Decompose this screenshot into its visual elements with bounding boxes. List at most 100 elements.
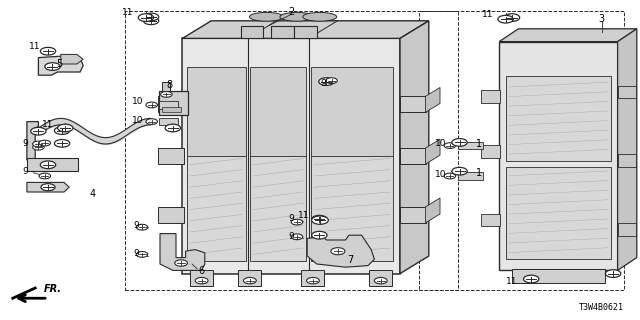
Circle shape — [243, 277, 256, 284]
Polygon shape — [400, 21, 429, 274]
Text: 8: 8 — [166, 80, 173, 91]
Text: 10: 10 — [435, 170, 446, 179]
Polygon shape — [307, 235, 374, 267]
Bar — [481, 145, 500, 158]
Bar — [187, 155, 246, 261]
Bar — [458, 172, 483, 180]
Circle shape — [39, 140, 51, 146]
Text: 11: 11 — [298, 212, 309, 220]
Circle shape — [374, 277, 387, 284]
Polygon shape — [426, 198, 440, 223]
Circle shape — [605, 270, 621, 277]
Text: 1: 1 — [476, 139, 482, 149]
Text: 11: 11 — [122, 8, 134, 17]
Circle shape — [146, 119, 157, 124]
Circle shape — [33, 141, 44, 147]
Circle shape — [524, 275, 539, 283]
Bar — [187, 67, 246, 156]
Bar — [159, 91, 188, 115]
Circle shape — [312, 216, 328, 224]
Text: 7: 7 — [348, 255, 354, 266]
Bar — [250, 155, 307, 261]
Circle shape — [175, 260, 188, 266]
Bar — [241, 26, 263, 38]
Circle shape — [39, 173, 51, 179]
Circle shape — [143, 13, 159, 21]
Bar — [159, 118, 178, 125]
Circle shape — [291, 219, 303, 225]
Circle shape — [291, 234, 303, 240]
Text: 10: 10 — [132, 97, 143, 106]
Bar — [294, 26, 317, 38]
Polygon shape — [160, 234, 205, 270]
Circle shape — [312, 231, 327, 239]
Circle shape — [444, 173, 456, 179]
Bar — [271, 26, 294, 38]
Bar — [369, 270, 392, 286]
Text: 9: 9 — [134, 249, 139, 258]
Bar — [400, 207, 426, 223]
Ellipse shape — [250, 12, 284, 21]
Polygon shape — [426, 87, 440, 112]
Circle shape — [195, 277, 208, 284]
Bar — [419, 11, 624, 290]
Bar — [311, 155, 394, 261]
Bar — [400, 148, 426, 164]
Text: 11: 11 — [29, 42, 41, 51]
Circle shape — [504, 14, 520, 21]
Bar — [158, 207, 184, 223]
Text: 9: 9 — [23, 140, 28, 148]
Ellipse shape — [280, 12, 314, 21]
Polygon shape — [182, 21, 429, 38]
Bar — [618, 154, 636, 167]
Polygon shape — [499, 42, 618, 270]
Circle shape — [161, 92, 172, 97]
Text: 1: 1 — [476, 168, 482, 178]
Circle shape — [45, 63, 60, 70]
Text: 10: 10 — [435, 140, 446, 148]
Circle shape — [165, 124, 180, 132]
Bar — [162, 82, 170, 91]
Ellipse shape — [303, 12, 337, 21]
Polygon shape — [618, 29, 637, 270]
Circle shape — [40, 47, 56, 55]
Text: 9: 9 — [134, 221, 139, 230]
Bar — [158, 96, 184, 112]
Text: 10: 10 — [132, 116, 143, 125]
Circle shape — [498, 15, 513, 23]
Circle shape — [307, 277, 319, 284]
Circle shape — [138, 14, 154, 21]
Text: T3W4B0621: T3W4B0621 — [579, 303, 624, 312]
Circle shape — [331, 248, 345, 255]
Text: 6: 6 — [198, 266, 205, 276]
Text: 9: 9 — [321, 79, 326, 88]
Bar — [618, 223, 636, 236]
Circle shape — [136, 224, 148, 230]
Bar — [162, 107, 181, 112]
Bar — [618, 85, 636, 98]
Circle shape — [143, 17, 159, 25]
Text: 11: 11 — [42, 120, 54, 129]
Text: 2: 2 — [288, 7, 294, 17]
Circle shape — [444, 143, 456, 148]
Circle shape — [41, 184, 55, 191]
Circle shape — [319, 78, 334, 85]
Bar — [400, 96, 426, 112]
Circle shape — [33, 144, 44, 150]
Polygon shape — [182, 38, 400, 274]
Polygon shape — [27, 182, 69, 192]
Bar — [190, 270, 213, 286]
Bar — [512, 269, 605, 283]
Bar — [481, 90, 500, 103]
Circle shape — [31, 127, 46, 135]
Polygon shape — [426, 139, 440, 164]
Circle shape — [326, 78, 337, 84]
Text: 9: 9 — [23, 167, 28, 176]
Text: 4: 4 — [90, 188, 96, 199]
Circle shape — [312, 215, 327, 223]
Circle shape — [146, 102, 157, 108]
Bar — [481, 214, 500, 227]
Circle shape — [54, 140, 70, 147]
Text: 5: 5 — [56, 59, 63, 69]
Text: 11: 11 — [482, 10, 493, 19]
